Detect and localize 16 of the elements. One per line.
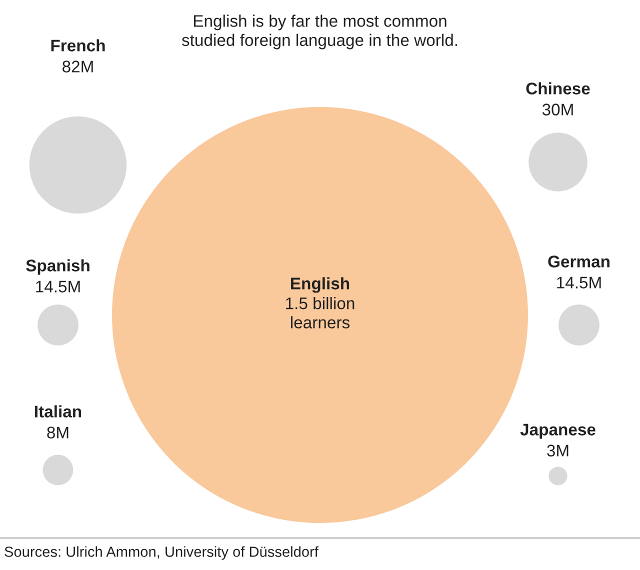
data-label: 82M	[62, 60, 93, 72]
text: English is by far the most common studied foreign language in the world.	[182, 14, 458, 50]
category-label: English	[291, 277, 350, 293]
source-note: Sources: Ulrich Ammon, University of Düsseldorf	[4, 546, 318, 560]
category-label: Italian	[35, 405, 82, 418]
data-label: 1.5 billion learners	[286, 297, 354, 328]
data-label: 14.5M	[36, 280, 80, 292]
data-label: 30M	[542, 104, 573, 116]
category-label: Japanese	[520, 424, 596, 439]
category-label: German	[548, 256, 610, 268]
data-label: 3M	[547, 444, 568, 456]
data-label: 8M	[47, 426, 68, 438]
category-label: Spanish	[26, 259, 90, 275]
category-label: French	[51, 39, 105, 52]
category-label: Chinese	[526, 82, 590, 94]
data-label: 14.5M	[557, 276, 601, 288]
